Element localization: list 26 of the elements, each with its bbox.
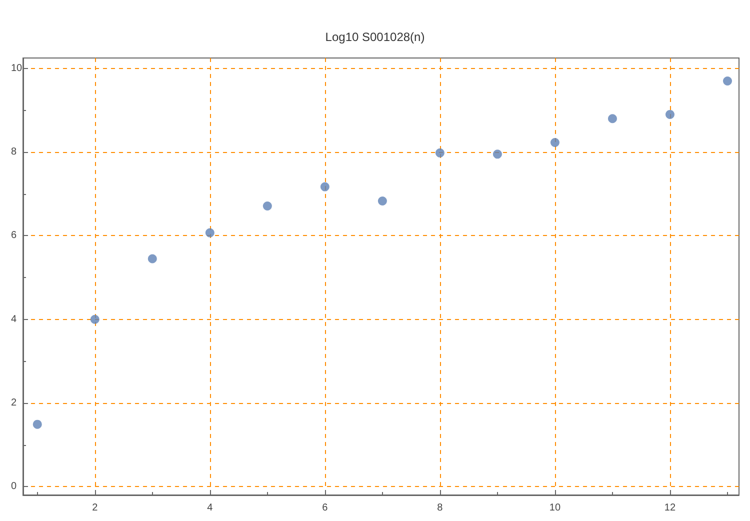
x-tick-label: 12 xyxy=(664,502,676,514)
point xyxy=(723,76,732,86)
point xyxy=(90,314,100,324)
point xyxy=(435,148,444,158)
x-tick-label: 10 xyxy=(549,502,561,514)
x-tick-label: 8 xyxy=(437,502,444,514)
point xyxy=(550,138,560,147)
point xyxy=(148,254,157,264)
y-tick-label: 10 xyxy=(11,62,23,74)
point xyxy=(492,150,502,159)
y-tick-label: 8 xyxy=(11,146,17,158)
x-tick-label: 6 xyxy=(322,502,328,514)
point xyxy=(32,420,42,429)
chart-title: Log10 S001028(n) xyxy=(325,30,425,44)
point xyxy=(262,202,272,211)
point xyxy=(608,114,617,124)
point xyxy=(320,182,330,192)
x-tick-label: 4 xyxy=(207,502,214,514)
point xyxy=(665,110,674,119)
point xyxy=(205,228,214,238)
y-tick-label: 0 xyxy=(11,481,17,492)
y-tick-label: 4 xyxy=(11,314,17,325)
x-tick-label: 2 xyxy=(92,502,98,514)
point xyxy=(378,196,387,206)
y-tick-label: 2 xyxy=(11,398,17,408)
y-tick-label: 6 xyxy=(11,230,17,242)
